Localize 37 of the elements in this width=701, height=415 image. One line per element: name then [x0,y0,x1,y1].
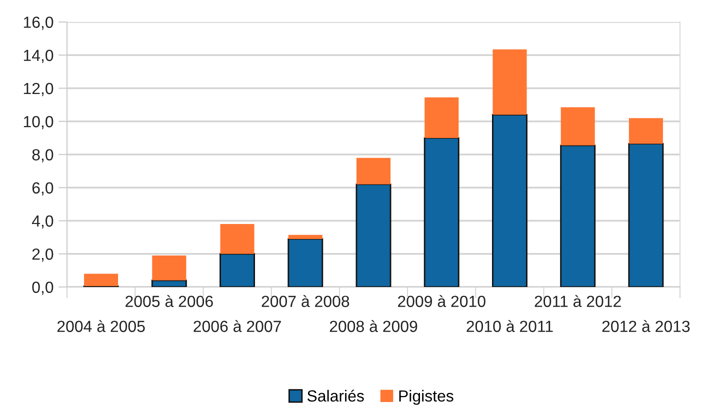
bar [560,144,596,287]
bar [152,256,186,280]
bar [84,274,118,286]
bar [288,234,322,239]
x-tick-label: 2011 à 2012 [534,295,621,308]
x-tick-label: 2010 à 2011 [466,320,553,332]
bar [151,280,187,287]
y-tick-label: 16,0 [24,16,54,30]
bar [220,253,255,287]
y-tick-label: 8,0 [32,149,54,162]
bar [628,143,664,287]
bar [356,158,391,184]
x-tick-label: 2012 à 2013 [602,320,690,332]
y-tick-label: 2,0 [32,248,54,262]
x-tick-label: 2004 à 2005 [57,320,145,332]
bar [288,238,324,287]
legend-label: Pigistes [399,390,454,405]
x-tick-label: 2005 à 2006 [126,295,213,308]
bar [492,49,527,115]
x-tick-label: 2006 à 2007 [194,320,281,332]
x-tick-label: 2008 à 2009 [330,320,418,332]
y-tick-label: 10,0 [24,116,54,130]
x-tick-label: 2007 à 2008 [262,295,350,308]
y-tick-label: 6,0 [32,182,54,196]
y-tick-label: 4,0 [32,215,54,229]
y-tick-label: 12,0 [24,82,54,96]
bar [628,118,663,144]
y-tick-label: 0,0 [32,282,54,295]
bar [356,184,392,287]
bar [220,224,254,254]
bar [424,137,460,287]
bar [492,114,528,287]
y-tick-label: 14,0 [24,50,54,63]
x-tick-label: 2009 à 2010 [398,295,486,308]
bar [424,97,459,138]
legend-label: Salariés [307,390,364,402]
bar [560,107,595,146]
